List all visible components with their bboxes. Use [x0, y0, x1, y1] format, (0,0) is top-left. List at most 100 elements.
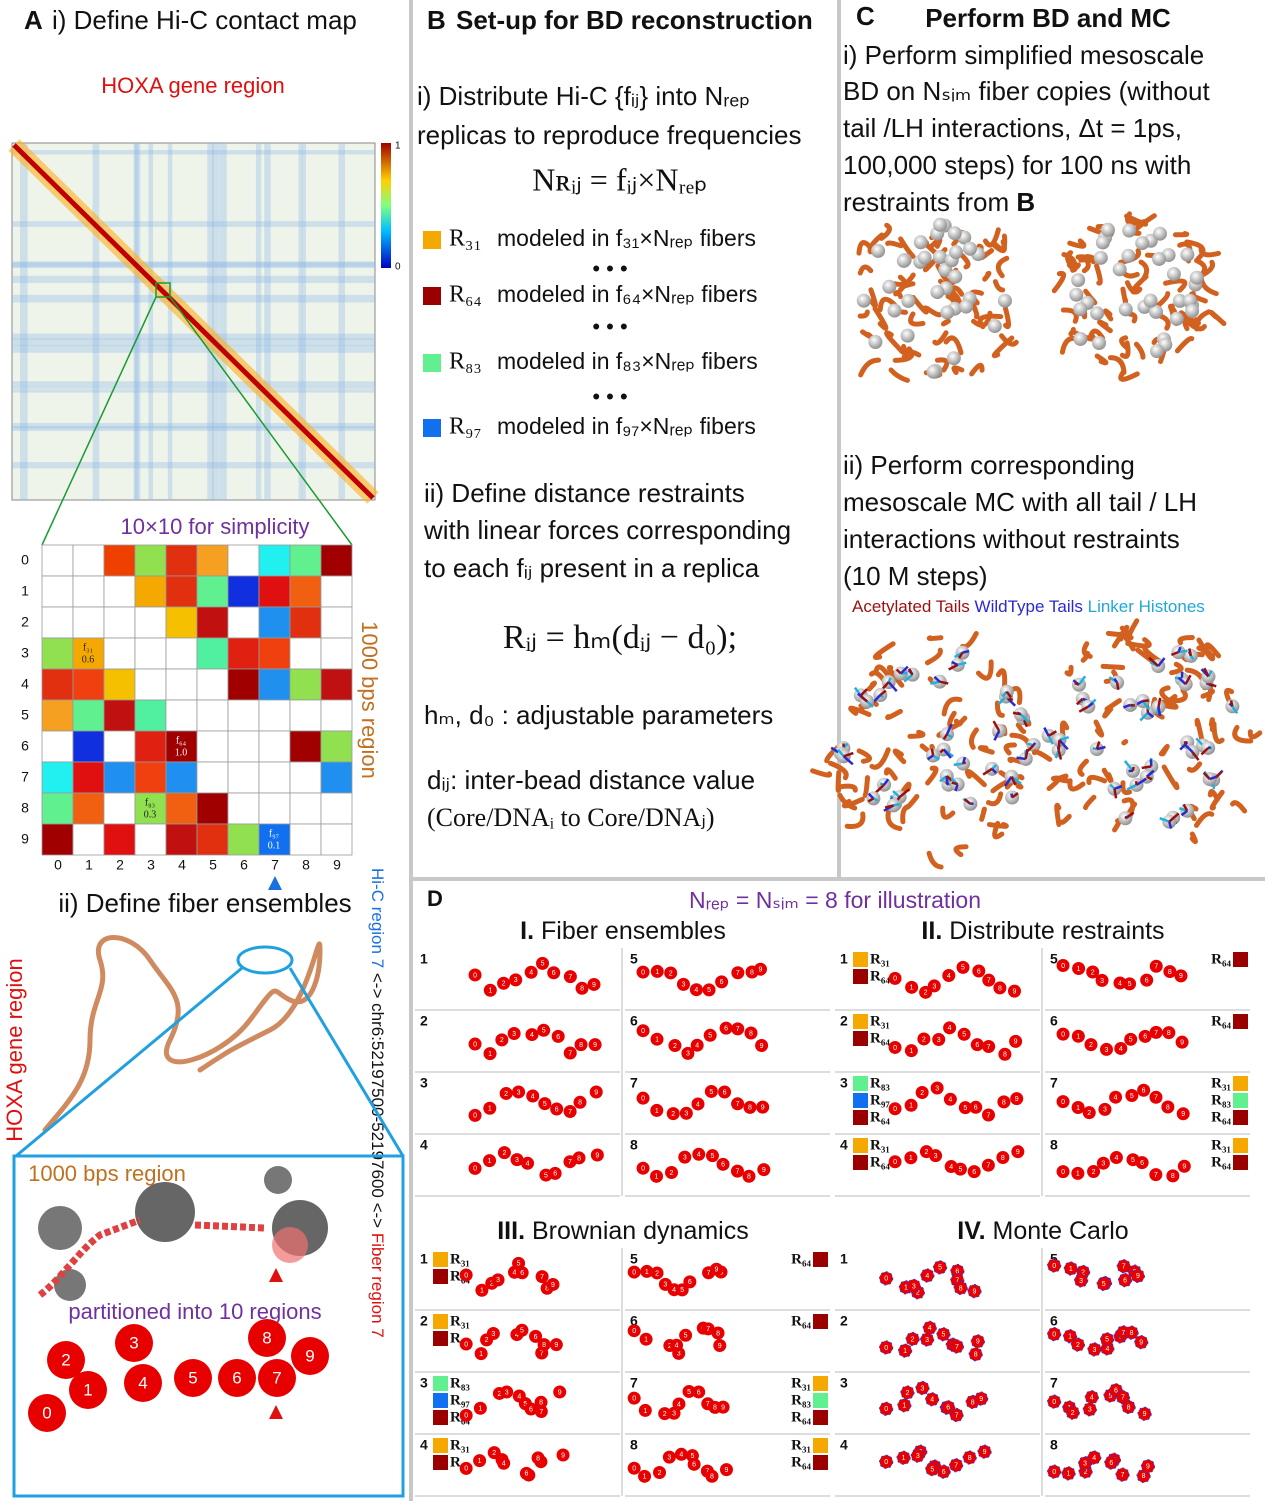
marker: [269, 1405, 283, 1419]
restraint-swatch: [853, 1014, 868, 1029]
restraint-swatch: [853, 1031, 868, 1046]
bead-label: 4: [928, 1325, 932, 1332]
heatmap-band: [12, 276, 375, 283]
bead-label: 6: [697, 1389, 701, 1396]
linker: [1105, 311, 1110, 319]
linker: [929, 853, 941, 867]
bead-label: 4: [696, 1101, 700, 1108]
bead-label: 9: [1136, 1273, 1140, 1280]
nucleosome: [1073, 302, 1087, 316]
matrix-cell: [321, 700, 352, 731]
nucleosome: [1096, 235, 1110, 249]
bead-label: 8: [713, 1405, 717, 1412]
matrix-cell: [228, 700, 259, 731]
restraint-swatch: [813, 1314, 828, 1329]
bead-label: 0: [1052, 1469, 1056, 1476]
panel-number: 8: [1050, 1137, 1058, 1153]
matrix-cell: [259, 545, 290, 576]
quadrant-numeral: IV.: [957, 1217, 985, 1245]
bead-label: 0: [893, 1159, 897, 1166]
heatmap-band: [93, 143, 100, 500]
bead-label: 3: [515, 1157, 519, 1164]
bead-label: 2: [669, 970, 673, 977]
bead-label: 8: [580, 986, 584, 993]
linker: [972, 365, 982, 374]
nucleosome: [998, 294, 1012, 308]
nucleosome: [940, 305, 954, 319]
quadrant-numeral: II.: [921, 917, 942, 945]
bead-label: 9: [1180, 1040, 1184, 1047]
linker: [928, 768, 936, 783]
bead-label: 0: [464, 1413, 468, 1420]
restraint-label: R₆₄: [791, 1313, 811, 1329]
linker: [813, 771, 830, 775]
bead-label: 7: [540, 1274, 544, 1281]
panel-title: Perform BD and MC: [925, 3, 1171, 33]
matrix-cell: [42, 762, 73, 793]
matrix-cell: [73, 762, 104, 793]
heatmap-band: [256, 143, 261, 500]
heatmap-band: [12, 423, 375, 429]
text-line: ii) Define distance restraints: [424, 478, 745, 508]
linker: [944, 699, 960, 714]
matrix-cell: [197, 700, 228, 731]
linker: [1154, 339, 1157, 342]
bead-label: 8: [1130, 1330, 1134, 1337]
panel-number: 7: [1050, 1375, 1058, 1391]
bead-label: 2: [671, 1111, 675, 1118]
linker: [865, 778, 867, 796]
bead-label: 2: [922, 1036, 926, 1043]
col-label: 9: [333, 857, 341, 873]
bead-label: 5: [1131, 1157, 1135, 1164]
linker: [1164, 767, 1177, 788]
bead-label: 3: [491, 1331, 495, 1338]
restraint-swatch: [853, 1155, 868, 1170]
linker: [910, 732, 923, 736]
matrix-cell: [197, 576, 228, 607]
linker: [869, 683, 874, 689]
matrix-cell: [228, 638, 259, 669]
matrix-cell: [73, 545, 104, 576]
linker: [860, 267, 870, 273]
subtitle: ii) Define fiber ensembles: [58, 888, 351, 918]
bead-label: 1: [488, 1106, 492, 1113]
heatmap-band: [302, 143, 306, 500]
region-title: HOXA gene region: [101, 73, 284, 98]
linker: [1005, 308, 1008, 326]
row-label: 5: [21, 707, 29, 723]
restraint-label: R₃₁: [791, 1437, 811, 1453]
bead-label: 9: [761, 1104, 765, 1111]
nucleosome: [1090, 306, 1104, 320]
bead-label: 2: [502, 1150, 506, 1157]
panel-number: 6: [630, 1013, 638, 1029]
bead-label: 7: [1154, 1172, 1158, 1179]
bead-label: 7: [568, 1159, 572, 1166]
heatmap-band: [12, 345, 375, 353]
bead-label: 6: [552, 970, 556, 977]
bead-label: 9: [725, 1467, 729, 1474]
bead-label: 4: [1090, 1395, 1094, 1402]
bead-label: 3: [1101, 1161, 1105, 1168]
tail: [1184, 742, 1187, 743]
matrix-cell: [321, 793, 352, 824]
restraint-swatch: [1233, 1076, 1248, 1091]
bead-label: 6: [1145, 977, 1149, 984]
restraint-label: R₆₄: [870, 1030, 890, 1046]
heatmap-band: [219, 143, 227, 500]
matrix-cell: [135, 669, 166, 700]
bead-label: 6: [724, 1025, 728, 1032]
bead-label: 9: [1181, 1111, 1185, 1118]
panel-number: 7: [630, 1075, 638, 1091]
nucleosome: [135, 1182, 195, 1242]
restraint-label: R₃₁: [1211, 1075, 1231, 1091]
nucleosome: [918, 251, 932, 265]
linker: [1018, 725, 1023, 732]
nucleosome: [1113, 262, 1127, 276]
nucleosome: [882, 280, 896, 294]
nucleosome: [1144, 294, 1158, 308]
linker: [1180, 638, 1192, 643]
bead-label: 5: [711, 1153, 715, 1160]
bead-label: 2: [670, 1170, 674, 1177]
matrix-cell: [135, 700, 166, 731]
bead-label: 9: [762, 1167, 766, 1174]
